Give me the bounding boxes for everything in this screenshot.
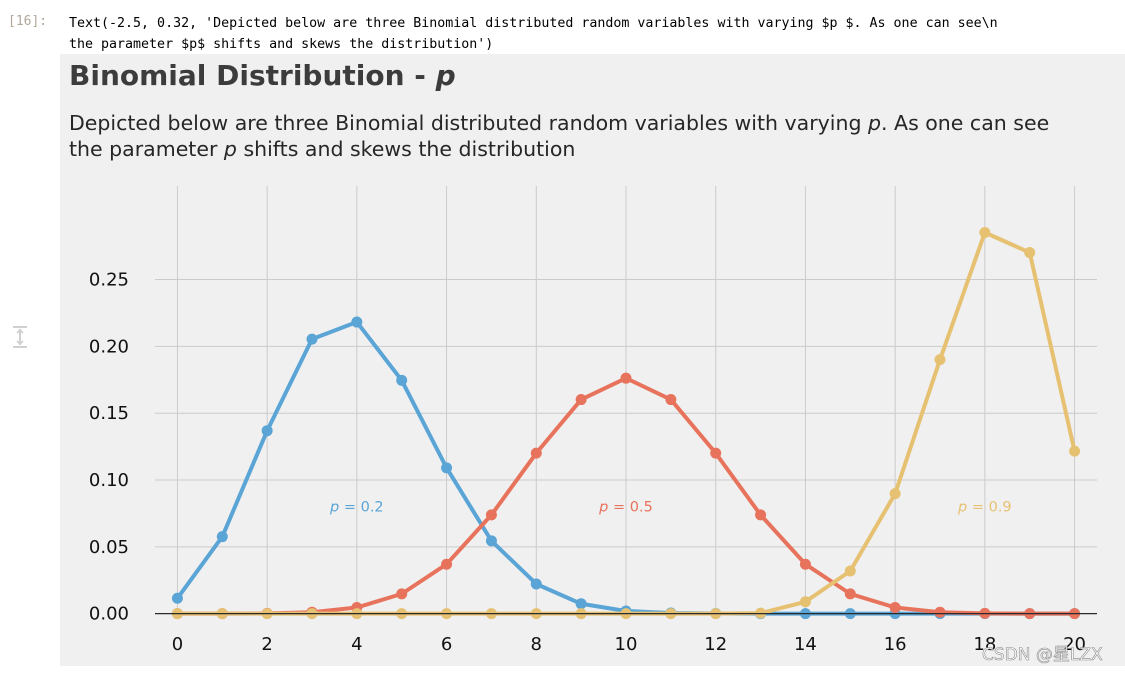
series-labels: p = 0.2 p = 0.5 p = 0.9	[329, 500, 1012, 516]
point-s0-x8	[530, 578, 542, 590]
point-s1-x8	[530, 447, 542, 459]
point-s1-x12	[710, 447, 722, 459]
cell-prompt: [16]:	[8, 14, 48, 29]
y-tick-label-0.00: 0.00	[89, 604, 129, 625]
x-tick-label-2: 2	[261, 634, 272, 655]
point-s2-x20	[1069, 445, 1081, 457]
point-s1-x6	[441, 558, 453, 570]
chart-title: Binomial Distribution - p	[69, 59, 456, 92]
point-s0-x6	[441, 462, 453, 474]
point-s2-x19	[1024, 247, 1036, 259]
chart-subtitle-line-1: Depicted below are three Binomial distri…	[69, 111, 1049, 135]
series-label-2: p = 0.9	[957, 500, 1012, 516]
y-tick-label-0.05: 0.05	[89, 537, 129, 558]
x-tick-label-0: 0	[172, 634, 183, 655]
cell-output-text: Text(-2.5, 0.32, 'Depicted below are thr…	[69, 13, 1119, 55]
x-tick-label-6: 6	[441, 634, 452, 655]
y-tick-label-0.10: 0.10	[89, 470, 129, 491]
series-group	[155, 227, 1097, 620]
point-s1-x9	[575, 394, 587, 406]
x-tick-label-18: 18	[973, 634, 996, 655]
point-s0-x9	[575, 598, 587, 610]
binomial-chart: Binomial Distribution - p Depicted below…	[69, 59, 1097, 655]
figure: Binomial Distribution - p Depicted below…	[60, 54, 1125, 666]
series-label-0: p = 0.2	[329, 500, 384, 516]
point-s0-x5	[396, 374, 408, 386]
chart-subtitle-line-2: the parameter p shifts and skews the dis…	[69, 137, 575, 161]
point-s0-x3	[306, 333, 318, 345]
output-line-2: the parameter $p$ shifts and skews the d…	[69, 37, 494, 52]
point-s0-x1	[216, 531, 228, 543]
point-s1-x5	[396, 588, 408, 600]
point-s1-x16	[889, 602, 901, 614]
y-tick-label-0.15: 0.15	[89, 403, 129, 424]
point-s2-x15	[844, 565, 856, 577]
point-s1-x7	[485, 509, 497, 521]
point-s2-x17	[934, 354, 946, 366]
grid	[155, 186, 1097, 617]
x-tick-label-8: 8	[531, 634, 542, 655]
point-s1-x13	[755, 509, 767, 521]
point-s1-x10	[620, 372, 632, 384]
point-s0-x2	[261, 425, 273, 437]
y-tick-label-0.20: 0.20	[89, 336, 129, 357]
x-tick-label-16: 16	[884, 634, 907, 655]
series-label-1: p = 0.5	[598, 500, 653, 516]
point-s1-x11	[665, 394, 677, 406]
point-s2-x18	[979, 227, 991, 239]
svg-text:CSDN @星LZX: CSDN @星LZX	[982, 645, 1103, 665]
point-s1-x14	[799, 558, 811, 570]
x-tick-label-10: 10	[615, 634, 638, 655]
point-s0-x4	[351, 316, 363, 328]
x-tick-label-4: 4	[351, 634, 362, 655]
x-tick-label-20: 20	[1063, 634, 1086, 655]
point-s0-x7	[485, 535, 497, 547]
y-tick-label-0.25: 0.25	[89, 270, 129, 291]
point-s0-x0	[171, 592, 183, 604]
x-tick-label-12: 12	[704, 634, 727, 655]
point-s2-x16	[889, 488, 901, 500]
axis-tick-labels: 0 2 4 6 8 10 12 14 16 18 20 0.00 0.05 0.10 0.15 0.20 0.2…	[89, 270, 1086, 655]
x-tick-label-14: 14	[794, 634, 817, 655]
output-line-1: Text(-2.5, 0.32, 'Depicted below are thr…	[69, 16, 998, 31]
collapse-output-icon[interactable]	[10, 324, 30, 350]
point-s1-x17	[934, 606, 946, 618]
point-s1-x15	[844, 588, 856, 600]
point-s2-x14	[799, 596, 811, 608]
